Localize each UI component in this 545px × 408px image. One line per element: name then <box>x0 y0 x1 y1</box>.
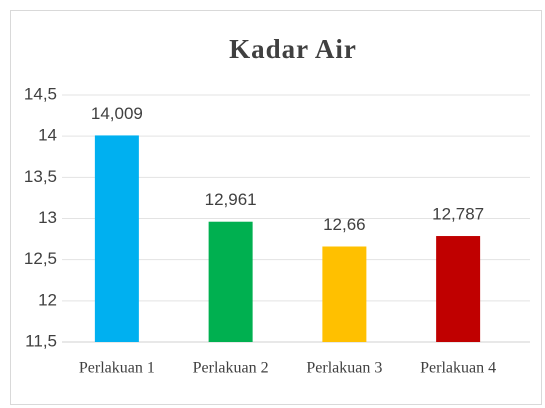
data-label: 12,787 <box>432 205 484 224</box>
y-tick-label: 14,5 <box>24 84 57 103</box>
bar <box>94 135 139 342</box>
x-tick-label: Perlakuan 1 <box>79 360 155 377</box>
bar <box>436 236 481 342</box>
x-tick-label: Perlakuan 2 <box>193 360 269 377</box>
y-tick-label: 14 <box>38 126 57 145</box>
y-tick-label: 13,5 <box>24 167 57 186</box>
bar <box>322 246 367 342</box>
bar <box>208 221 253 342</box>
chart-title: Kadar Air <box>229 34 357 64</box>
x-tick-label: Perlakuan 3 <box>306 360 382 377</box>
y-tick-label: 12 <box>38 290 57 309</box>
data-label: 12,961 <box>205 190 257 209</box>
y-tick-label: 13 <box>38 208 57 227</box>
y-tick-label: 12,5 <box>24 249 57 268</box>
data-label: 12,66 <box>323 215 366 234</box>
x-tick-label: Perlakuan 4 <box>420 360 496 377</box>
data-label: 14,009 <box>91 104 143 123</box>
y-tick-label: 11,5 <box>25 331 57 350</box>
